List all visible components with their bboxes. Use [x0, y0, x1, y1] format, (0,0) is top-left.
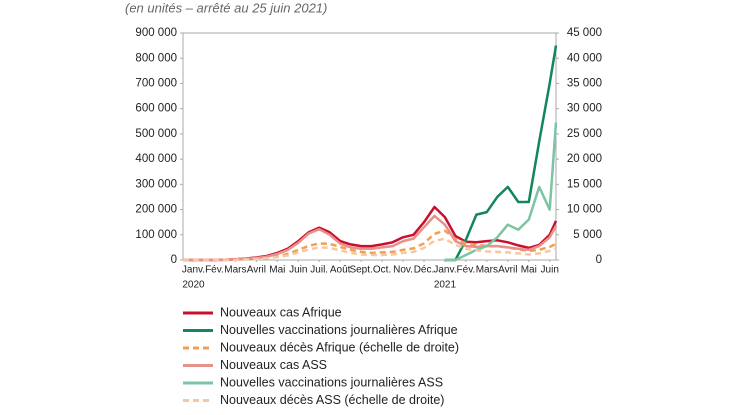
y-tick-label: 100 000 [135, 229, 177, 241]
x-tick-label: Juil. [310, 265, 328, 276]
x-tick-label: Janv. [433, 265, 456, 276]
legend-label: Nouveaux cas Afrique [220, 305, 342, 319]
x-tick-label: Avril [247, 265, 266, 276]
x-year-label: 2020 [182, 280, 205, 291]
x-tick-label: Mai [521, 265, 537, 276]
y2-tick-label: 20 000 [567, 153, 602, 165]
legend-label: Nouveaux décès Afrique (échelle de droit… [220, 340, 459, 354]
y-tick-label: 800 000 [135, 52, 177, 64]
y2-tick-label: 10 000 [567, 204, 602, 216]
x-tick-label: Juin [541, 265, 559, 276]
x-tick-label: Mai [269, 265, 285, 276]
y2-tick-label: 0 [596, 254, 602, 266]
x-tick-label: Fév. [205, 265, 224, 276]
x-tick-label: Nov. [393, 265, 413, 276]
y-tick-label: 0 [171, 254, 177, 266]
x-tick-label: Fév. [457, 265, 476, 276]
y-tick-label: 700 000 [135, 77, 177, 89]
y2-tick-label: 35 000 [567, 77, 602, 89]
series-line [444, 122, 558, 262]
x-tick-label: Mars [224, 265, 246, 276]
x-tick-label: Avril [498, 265, 517, 276]
y-tick-label: 500 000 [135, 128, 177, 140]
y-tick-label: 200 000 [135, 204, 177, 216]
y2-tick-label: 5 000 [573, 229, 602, 241]
chart-subtitle: (en unités – arrêté au 25 juin 2021) [125, 0, 327, 15]
legend-label: Nouvelles vaccinations journalières ASS [220, 375, 443, 389]
y-tick-label: 300 000 [135, 178, 177, 190]
plot-frame [182, 32, 557, 261]
x-tick-label: Mars [476, 265, 498, 276]
y2-tick-label: 40 000 [567, 52, 602, 64]
y2-tick-label: 15 000 [567, 178, 602, 190]
series-line [444, 45, 558, 262]
y2-tick-label: 25 000 [567, 128, 602, 140]
x-tick-label: Oct. [373, 265, 391, 276]
x-tick-label: Août [330, 265, 351, 276]
series-line [183, 214, 558, 262]
x-tick-label: Sept. [349, 265, 372, 276]
x-year-label: 2021 [434, 280, 457, 291]
y2-tick-label: 45 000 [567, 27, 602, 39]
x-tick-label: Déc. [414, 265, 435, 276]
x-tick-label: Juin [289, 265, 307, 276]
legend-label: Nouvelles vaccinations journalières Afri… [220, 323, 458, 337]
y-tick-label: 400 000 [135, 153, 177, 165]
legend-label: Nouveaux cas ASS [220, 358, 327, 372]
y-tick-label: 600 000 [135, 103, 177, 115]
y-tick-label: 900 000 [135, 27, 177, 39]
legend-label: Nouveaux décès ASS (échelle de droite) [220, 393, 444, 407]
series-line [183, 237, 557, 262]
x-tick-label: Janv. [182, 265, 205, 276]
y2-tick-label: 30 000 [567, 103, 602, 115]
